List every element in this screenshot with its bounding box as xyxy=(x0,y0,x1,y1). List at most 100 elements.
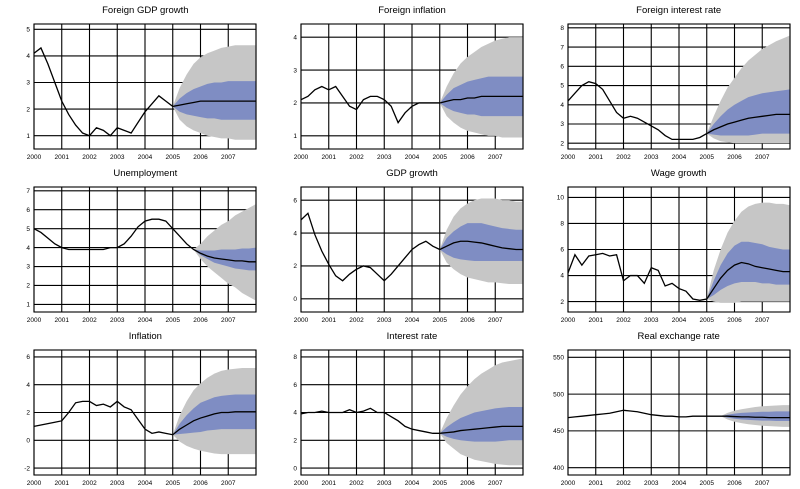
x-tick-label: 2000 xyxy=(560,154,575,161)
x-tick-label: 2001 xyxy=(55,317,70,324)
x-tick-label: 2003 xyxy=(644,317,659,324)
plot-area: 2000 2001 2002 2003 2004 2005 2006 2007 -2 0 2 4 6 xyxy=(25,349,257,487)
x-tick-label: 2000 xyxy=(294,480,309,487)
y-tick-label: 4 xyxy=(293,410,297,417)
panel-inflation: Inflation 2000 2001 2002 2003 2004 2005 2006 20… xyxy=(0,326,267,489)
x-tick-label: 2004 xyxy=(138,154,153,161)
y-tick-label: 3 xyxy=(560,121,564,128)
y-tick-label: 2 xyxy=(293,100,297,107)
plot-border xyxy=(300,23,524,150)
x-tick-label: 2005 xyxy=(433,154,448,161)
x-tick-label: 2000 xyxy=(560,480,575,487)
y-tick-label: 0 xyxy=(27,437,31,444)
chart-title: Foreign interest rate xyxy=(636,5,722,16)
x-tick-label: 2007 xyxy=(221,317,236,324)
x-tick-label: 2000 xyxy=(294,317,309,324)
x-tick-label: 2005 xyxy=(433,317,448,324)
x-tick-label: 2006 xyxy=(194,154,209,161)
y-tick-label: 4 xyxy=(27,53,31,60)
fan-chart-canvas: 2000 2001 2002 2003 2004 2005 2006 2007 1 2 3 4 5 xyxy=(27,23,257,161)
x-tick-label: 2001 xyxy=(322,317,337,324)
y-tick-label: 8 xyxy=(560,25,564,32)
inner-uncertainty-band xyxy=(173,394,257,435)
plot-border xyxy=(300,186,524,313)
fan-chart-canvas: 2000 2001 2002 2003 2004 2005 2006 2007 1 2 3 4 xyxy=(293,23,524,161)
y-tick-label: 1 xyxy=(27,133,31,140)
plot-area: 2000 2001 2002 2003 2004 2005 2006 2007 1 2 3 4 5 6 7 xyxy=(27,186,257,324)
y-tick-label: 7 xyxy=(560,44,564,51)
x-tick-label: 2001 xyxy=(322,154,337,161)
y-tick-label: 5 xyxy=(27,226,31,233)
x-tick-label: 2001 xyxy=(55,154,70,161)
inner-uncertainty-band xyxy=(706,241,790,299)
panel-gdp-growth: GDP growth 2000 2001 2002 2003 2004 2005 2006 2… xyxy=(267,163,534,326)
median-line xyxy=(300,85,523,125)
y-tick-label: 0 xyxy=(293,296,297,303)
x-tick-label: 2007 xyxy=(755,317,770,324)
x-tick-label: 2006 xyxy=(727,480,742,487)
y-tick-label: 450 xyxy=(553,428,564,435)
chart-title: Unemployment xyxy=(113,168,178,179)
inner-uncertainty-band xyxy=(720,411,790,421)
y-tick-label: 4 xyxy=(27,382,31,389)
x-tick-label: 2005 xyxy=(699,154,714,161)
plot-area: 2000 2001 2002 2003 2004 2005 2006 2007 1 2 3 4 5 xyxy=(27,23,257,161)
y-tick-label: 8 xyxy=(293,354,297,361)
y-tick-label: 2 xyxy=(560,140,564,147)
chart-title: Wage growth xyxy=(650,168,707,179)
x-tick-label: 2003 xyxy=(377,317,392,324)
x-tick-label: 2000 xyxy=(27,317,42,324)
y-tick-label: 5 xyxy=(27,27,31,34)
panel-real-exchange-rate: Real exchange rate 2000 2001 2002 2003 2004 2… xyxy=(533,326,800,489)
x-tick-label: 2001 xyxy=(322,480,337,487)
y-tick-label: 4 xyxy=(293,34,297,41)
chart-title: Interest rate xyxy=(386,331,438,342)
y-tick-label: 400 xyxy=(553,465,564,472)
fan-chart-canvas: 2000 2001 2002 2003 2004 2005 2006 2007 2 3 4 5 6 7 8 xyxy=(560,23,791,161)
plot-border xyxy=(567,186,791,313)
x-tick-label: 2007 xyxy=(488,317,503,324)
x-tick-label: 2002 xyxy=(349,317,364,324)
plot-border xyxy=(33,186,257,313)
plot-area: 2000 2001 2002 2003 2004 2005 2006 2007 2 3 4 5 6 7 8 xyxy=(560,23,791,161)
x-tick-label: 2002 xyxy=(616,317,631,324)
x-tick-label: 2001 xyxy=(588,154,603,161)
y-tick-label: 4 xyxy=(560,273,564,280)
x-tick-label: 2004 xyxy=(405,154,420,161)
y-tick-label: 5 xyxy=(560,83,564,90)
chart-title: Real exchange rate xyxy=(637,331,720,342)
x-tick-label: 2007 xyxy=(755,154,770,161)
x-tick-label: 2006 xyxy=(194,480,209,487)
y-tick-label: 6 xyxy=(560,247,564,254)
x-tick-label: 2005 xyxy=(433,480,448,487)
x-tick-label: 2007 xyxy=(488,480,503,487)
x-tick-label: 2000 xyxy=(560,317,575,324)
median-line xyxy=(567,252,790,301)
y-tick-label: 2 xyxy=(293,263,297,270)
x-tick-label: 2002 xyxy=(83,480,98,487)
fan-chart-canvas: 2000 2001 2002 2003 2004 2005 2006 2007 0 2 4 6 xyxy=(293,186,524,324)
median-line xyxy=(300,212,523,282)
plot-area: 2000 2001 2002 2003 2004 2005 2006 2007 400 450 50… xyxy=(553,349,791,487)
x-tick-label: 2002 xyxy=(83,154,98,161)
x-tick-label: 2006 xyxy=(460,154,475,161)
x-tick-label: 2004 xyxy=(405,480,420,487)
y-tick-label: 6 xyxy=(293,197,297,204)
y-tick-label: 550 xyxy=(553,355,564,362)
y-tick-label: 2 xyxy=(293,437,297,444)
x-tick-label: 2005 xyxy=(699,480,714,487)
y-tick-label: 3 xyxy=(27,264,31,271)
y-tick-label: 6 xyxy=(27,207,31,214)
x-tick-label: 2003 xyxy=(110,317,125,324)
panel-unemployment: Unemployment 2000 2001 2002 2003 2004 2005 200… xyxy=(0,163,267,326)
inner-uncertainty-band xyxy=(439,223,523,262)
fan-chart-canvas: 2000 2001 2002 2003 2004 2005 2006 2007 2 4 6 8 10 xyxy=(556,186,791,324)
plot-border xyxy=(300,349,524,476)
median-line xyxy=(567,409,790,419)
y-tick-label: 10 xyxy=(556,195,564,202)
plot-area: 2000 2001 2002 2003 2004 2005 2006 2007 0 2 4 6 xyxy=(293,186,524,324)
x-tick-label: 2002 xyxy=(616,480,631,487)
x-tick-label: 2005 xyxy=(166,154,181,161)
x-tick-label: 2000 xyxy=(27,480,42,487)
